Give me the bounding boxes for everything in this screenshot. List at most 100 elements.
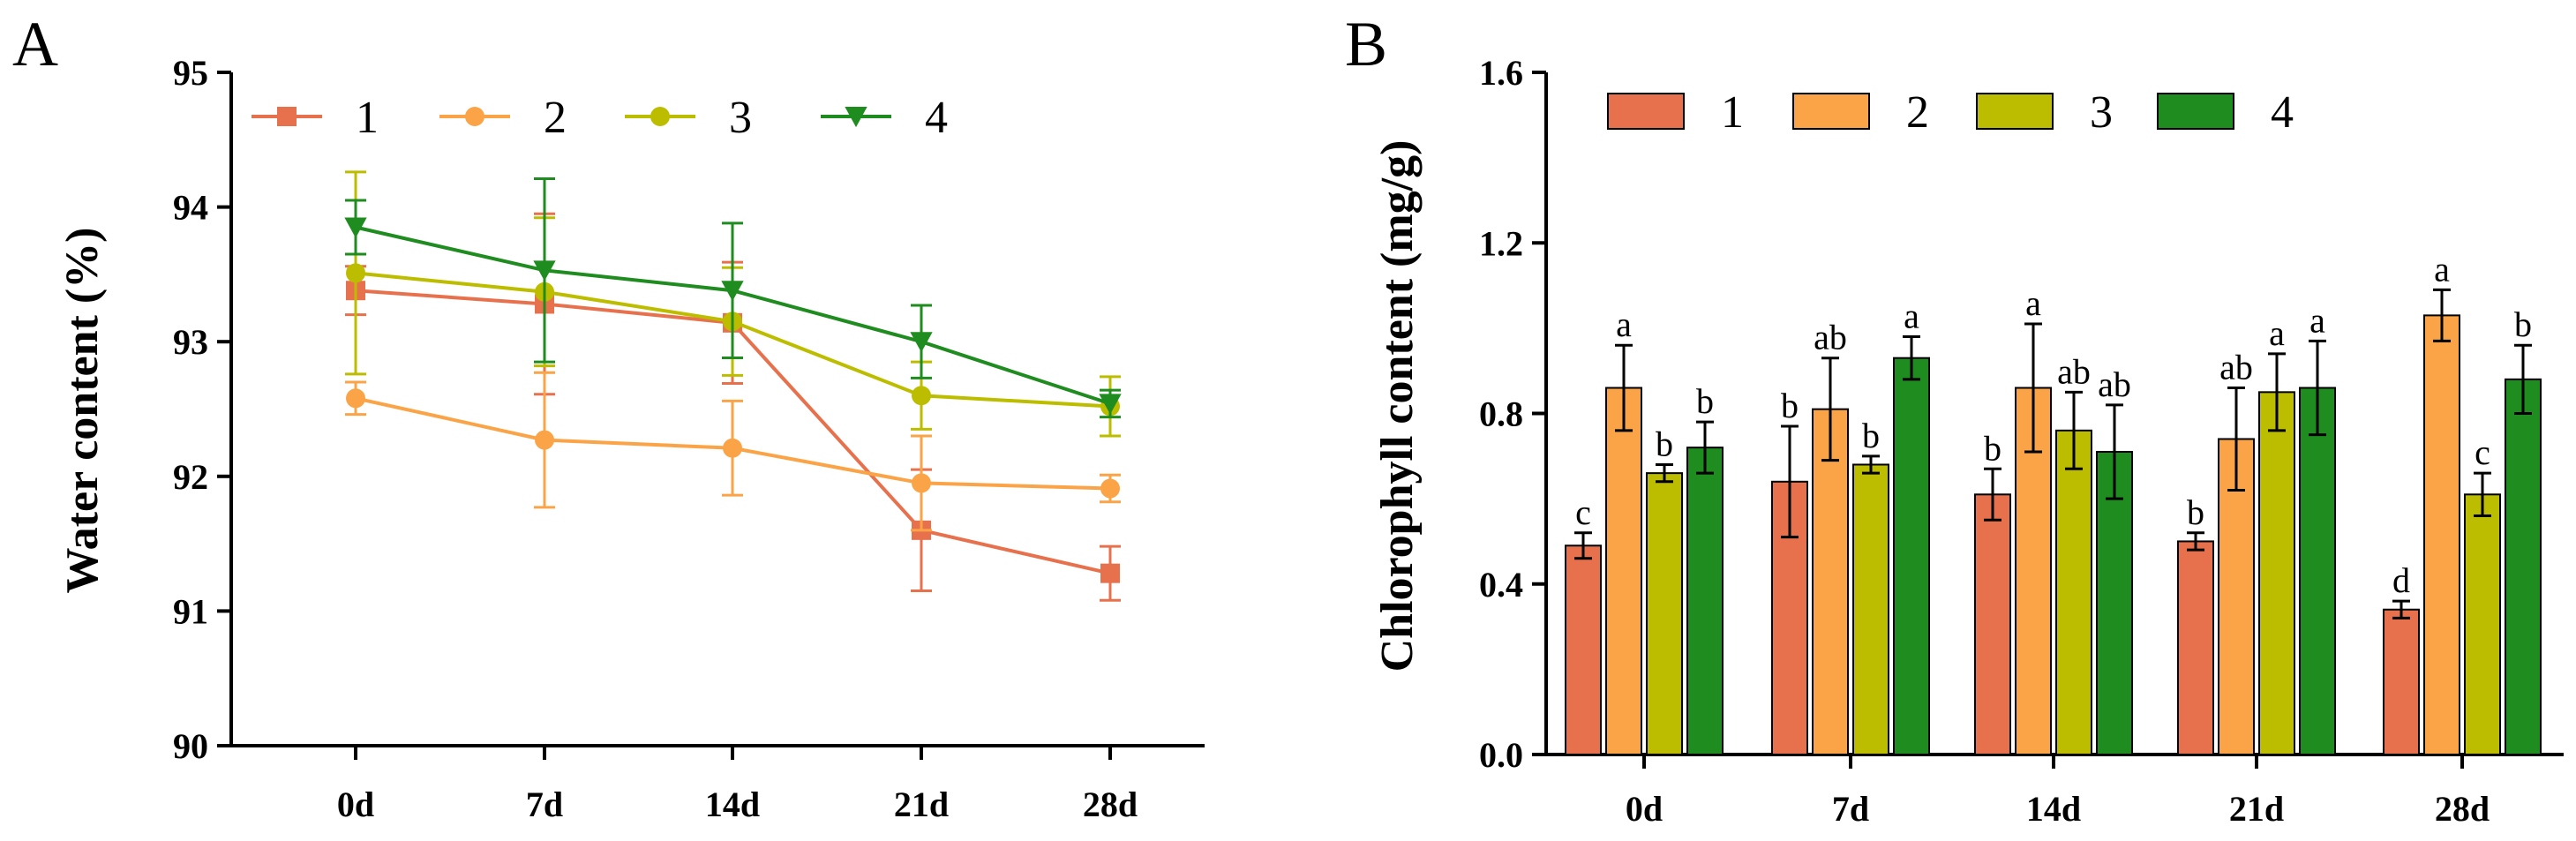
panel-b-significance-label: b (1984, 428, 2001, 468)
panel-letter-b: B (1345, 9, 1387, 79)
panel-b-significance-label: b (2187, 492, 2204, 532)
panel-a-data-point (912, 386, 931, 406)
panel-b-bar (2258, 391, 2295, 755)
panel-b-significance-label: a (2309, 300, 2325, 340)
panel-a-y-axis: 90 91 92 93 94 95 (173, 53, 233, 766)
panel-a-legend-label: 1 (356, 93, 379, 143)
panel-b-y-axis-title: Chlorophyll content (mg/g) (1372, 140, 1423, 672)
panel-a-data-point (1100, 478, 1120, 499)
panel-b-significance-label: ab (2098, 364, 2131, 404)
panel-a-legend-marker (465, 107, 484, 126)
panel-b-bar (2464, 493, 2501, 755)
panel-b-bar (1974, 493, 2011, 755)
panel-b-legend-label: 1 (1721, 87, 1744, 138)
panel-a-legend-marker (277, 107, 297, 126)
panel-a-x-tick-label: 28d (1083, 785, 1138, 824)
panel-b-significance-label: a (2025, 283, 2041, 323)
panel-b-significance-label: b (1862, 416, 1880, 455)
panel-b-significance-label: a (1904, 297, 1919, 336)
panel-a-x-tick-label: 7d (526, 785, 563, 824)
panel-b-bar (1893, 357, 1930, 755)
panel-b-y-tick-label: 0.8 (1479, 394, 1523, 434)
panel-a-data-point (535, 430, 554, 450)
panel-b-bar (1605, 387, 1642, 755)
panel-b-y-axis: 0.0 0.4 0.8 1.2 1.6 (1479, 53, 1548, 775)
panel-a-x-tick-label: 21d (894, 785, 949, 824)
panel-b-bar (2299, 387, 2336, 755)
panel-a-data-point (346, 263, 365, 283)
panel-a-y-tick-label: 95 (173, 53, 208, 93)
panel-b-y-tick-label: 0.0 (1479, 735, 1523, 775)
panel-b-legend-label: 3 (2090, 87, 2113, 138)
panel-b-significance-label: c (2475, 432, 2490, 472)
panel-a-legend-label: 4 (925, 93, 948, 143)
panel-b-significance-label: a (2434, 249, 2450, 289)
panel-b-significance-label: c (1575, 492, 1591, 532)
panel-b-legend-label: 2 (1906, 87, 1929, 138)
panel-a-data-point (1100, 563, 1120, 583)
panel-b-bar (2015, 387, 2052, 755)
panel-letter-a: A (12, 9, 58, 79)
panel-a-data-point (910, 332, 933, 353)
panel-b: B Chlorophyll content (mg/g) 0.0 0.4 0.8 1.… (1345, 9, 2564, 829)
panel-b-legend-item-3: 3 (1976, 87, 2113, 138)
panel-b-x-tick-label: 28d (2435, 789, 2490, 829)
panel-b-bar (2423, 314, 2460, 755)
panel-b-x-tick-label: 0d (1626, 789, 1663, 829)
panel-b-legend-item-1: 1 (1607, 87, 1744, 138)
panel-b-significance-label: a (1616, 304, 1632, 344)
panel-a-legend-label: 2 (544, 93, 567, 143)
panel-a-data-point (721, 281, 744, 302)
panel-b-bar (1646, 472, 1683, 755)
panel-a-series-4 (344, 177, 1122, 419)
panel-b-series-3: b b ab a c (1646, 313, 2501, 755)
panel-b-x-axis: 0d 7d 14d 21d 28d (1546, 753, 2564, 829)
panel-a-legend-marker (650, 107, 670, 126)
panel-b-legend-swatch (1976, 93, 2054, 130)
panel-b-bar (1686, 447, 1724, 755)
panel-a-legend-item-3: 3 (625, 93, 752, 143)
panel-b-bar (2505, 378, 2542, 755)
panel-b-x-tick-label: 21d (2229, 789, 2284, 829)
panel-a-data-point (723, 438, 742, 458)
panel-a-data-point (346, 388, 365, 409)
panel-b-legend-swatch (1607, 93, 1685, 130)
panel-a-legend: 1 2 3 4 (252, 93, 948, 143)
panel-a-y-axis-title: Water content (%) (57, 228, 108, 594)
panel-a-y-tick-label: 90 (173, 726, 208, 766)
panel-b-bar (2218, 438, 2255, 755)
panel-a-x-tick-label: 14d (705, 785, 760, 824)
panel-b-bar (1852, 463, 1889, 755)
panel-a-series-2 (345, 371, 1121, 532)
panel-b-legend-swatch (1792, 93, 1870, 130)
panel-a-x-axis: 0d 7d 14d 21d 28d (231, 744, 1205, 824)
panel-b-series-1: c b b b d (1565, 386, 2420, 755)
panel-b-legend-swatch (2157, 93, 2234, 130)
panel-b-bar (2096, 450, 2133, 755)
panel-a-y-tick-label: 91 (173, 591, 208, 631)
panel-a: A Water content (%) 90 91 92 93 94 95 0d 7d 14d… (12, 9, 1205, 824)
panel-b-y-tick-label: 0.4 (1479, 565, 1523, 604)
panel-b-significance-label: a (2269, 313, 2285, 353)
panel-a-data-point (344, 217, 367, 238)
panel-a-x-tick-label: 0d (337, 785, 374, 824)
panel-a-data-point (533, 260, 556, 282)
panel-b-significance-label: b (1656, 424, 1673, 463)
panel-b-bar (1565, 544, 1602, 755)
panel-a-legend-item-4: 4 (821, 93, 948, 143)
panel-a-y-tick-label: 94 (173, 188, 208, 228)
panel-a-legend-label: 3 (729, 93, 752, 143)
panel-b-bar (1812, 408, 1849, 755)
panel-a-y-tick-label: 93 (173, 322, 208, 362)
panel-a-data-point (912, 473, 931, 493)
panel-b-legend: 1 2 3 4 (1607, 87, 2294, 138)
panel-b-significance-label: ab (1814, 318, 1847, 357)
panel-b-significance-label: b (2514, 304, 2532, 344)
panel-b-legend-item-2: 2 (1792, 87, 1929, 138)
panel-a-series (344, 170, 1122, 602)
panel-b-legend-item-4: 4 (2157, 87, 2294, 138)
panel-b-y-tick-label: 1.2 (1479, 223, 1523, 263)
